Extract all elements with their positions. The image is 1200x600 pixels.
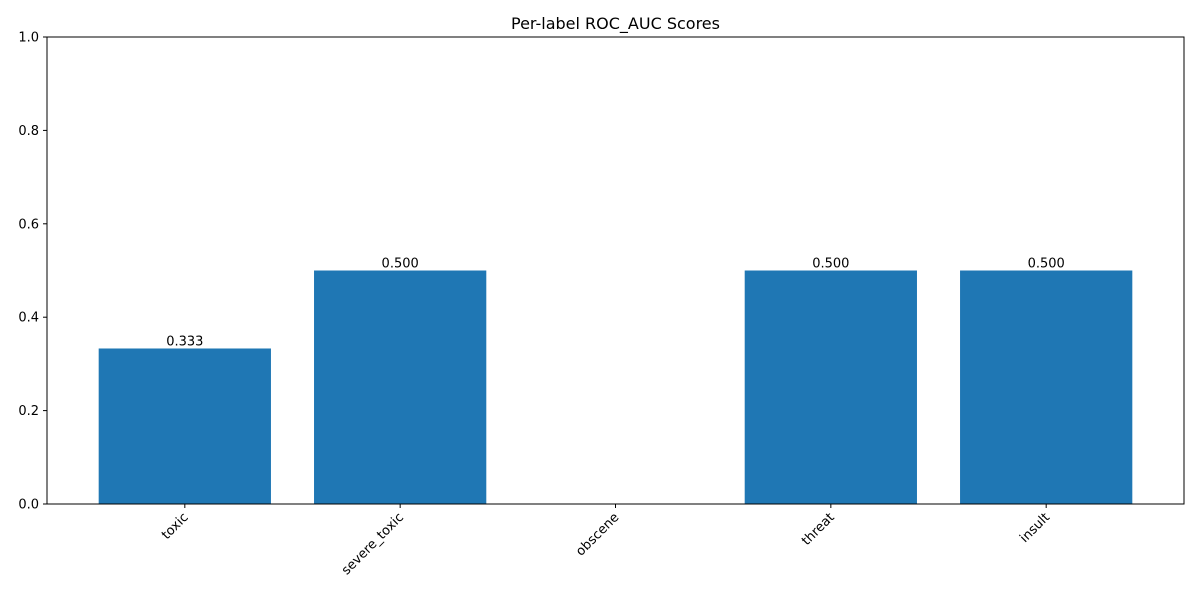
y-tick-label-3: 0.6 — [18, 217, 39, 232]
data-label-toxic: 0.333 — [166, 334, 203, 349]
bar-insult — [960, 270, 1133, 504]
labels-layer: 0.333 0.500 0.500 0.500 — [166, 257, 1065, 350]
data-label-severe_toxic: 0.500 — [382, 257, 419, 272]
data-label-insult: 0.500 — [1028, 257, 1065, 272]
y-tick-label-0: 0.0 — [18, 498, 39, 513]
y-tick-label-4: 0.8 — [18, 124, 39, 139]
bar-severe_toxic — [314, 270, 487, 504]
y-tick-label-2: 0.4 — [18, 311, 39, 326]
y-tick-label-5: 1.0 — [18, 31, 39, 46]
bar-toxic — [98, 348, 271, 504]
y-tick-label-1: 0.2 — [18, 404, 39, 419]
chart-title: Per-label ROC_AUC Scores — [511, 14, 720, 34]
data-label-threat: 0.500 — [812, 257, 849, 272]
x-tick-label-obscene: obscene — [573, 510, 622, 559]
bar-threat — [744, 270, 917, 504]
x-tick-label-severe_toxic: severe_toxic — [339, 510, 407, 578]
x-tick-label-toxic: toxic — [159, 510, 192, 543]
x-tick-label-threat: threat — [799, 510, 838, 549]
bars-layer — [98, 270, 1133, 504]
x-tick-label-insult: insult — [1017, 510, 1053, 546]
